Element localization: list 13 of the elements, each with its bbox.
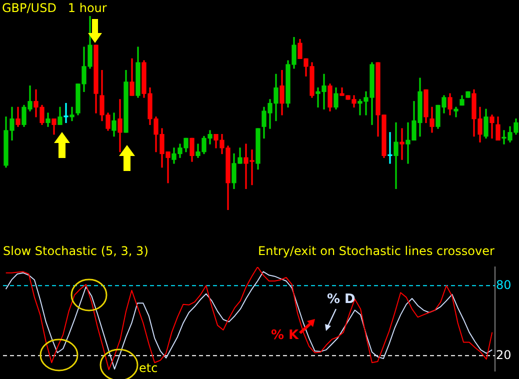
candlestick [70, 106, 74, 122]
chart-title: GBP/USD 1 hour [2, 1, 107, 15]
candlestick [394, 122, 398, 189]
candlestick [400, 128, 404, 160]
series-label: % D [327, 292, 356, 307]
text: Entry/exit on Stochastic lines crossover [258, 244, 494, 258]
candlestick [388, 132, 392, 164]
y-tick-label: 20 [496, 348, 512, 362]
legend-label: % K [271, 328, 299, 343]
y-tick-label: 80 [496, 278, 512, 292]
candlestick [64, 102, 68, 124]
chart-title: Slow Stochastic (5, 3, 3) [3, 244, 148, 258]
annotation: etc [139, 361, 158, 375]
